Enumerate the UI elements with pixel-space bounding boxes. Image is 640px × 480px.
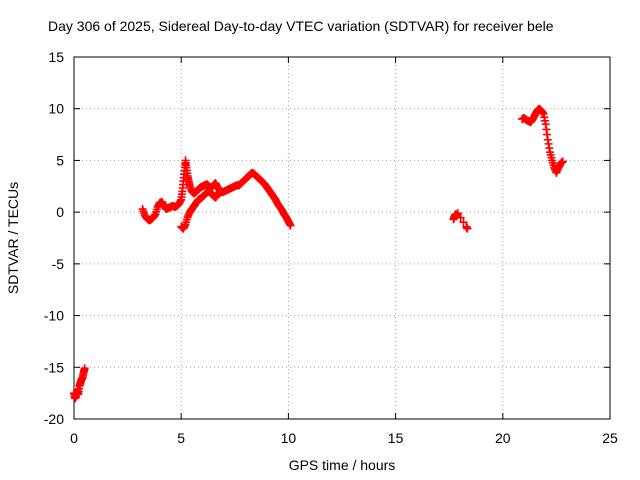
y-tick-label: -5 (52, 256, 65, 272)
y-tick-label: 10 (48, 101, 64, 117)
y-tick-label: 15 (48, 49, 64, 65)
data-point (456, 213, 465, 222)
data-point (80, 364, 89, 373)
y-tick-label: -20 (44, 411, 64, 427)
y-tick-label: 0 (56, 204, 64, 220)
x-tick-label: 10 (281, 430, 297, 446)
data-point (463, 224, 472, 233)
data-point (286, 221, 295, 230)
x-tick-label: 25 (602, 430, 618, 446)
data-points (70, 104, 567, 403)
grid (74, 57, 610, 419)
chart-title: Day 306 of 2025, Sidereal Day-to-day VTE… (48, 18, 554, 34)
plot-frame (73, 56, 611, 420)
axis-ticks: 0 5 10 15 20 25 -20 -15 -10 -5 0 5 10 15 (44, 49, 618, 446)
y-axis-label: SDTVAR / TECUs (5, 182, 21, 294)
x-tick-label: 20 (495, 430, 511, 446)
x-tick-label: 5 (177, 430, 185, 446)
data-point (453, 209, 462, 218)
data-point (558, 157, 567, 166)
y-tick-label: -15 (44, 359, 64, 375)
y-tick-label: -10 (44, 308, 64, 324)
y-tick-label: 5 (56, 152, 64, 168)
x-tick-label: 15 (388, 430, 404, 446)
data-point (459, 218, 468, 227)
data-point (215, 187, 224, 196)
x-tick-label: 0 (70, 430, 78, 446)
x-axis-label: GPS time / hours (289, 457, 396, 473)
